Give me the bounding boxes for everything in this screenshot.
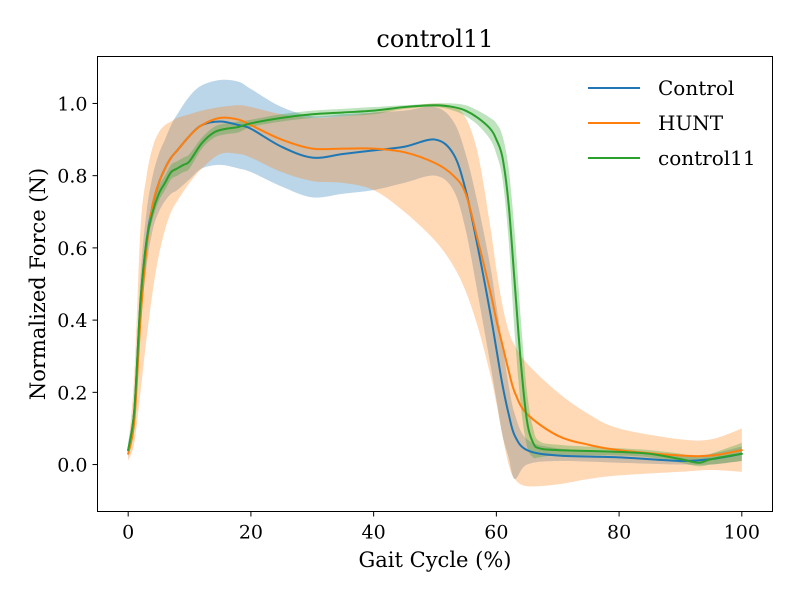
x-tick-label: 20 [239,522,263,544]
x-tick-label: 80 [607,522,631,544]
hunt-band [128,103,742,487]
control-band [128,79,742,480]
legend-label: Control [658,76,734,100]
x-axis-label: Gait Cycle (%) [359,548,512,572]
y-tick-label: 0.4 [57,310,87,332]
x-axis-ticks: 0 20 40 60 80 100 [122,511,760,544]
legend-label: control11 [658,146,756,170]
y-axis-label: Normalized Force (N) [26,168,50,400]
hunt-line [127,116,743,458]
control11-line [127,104,743,464]
legend-label: HUNT [658,111,724,135]
y-tick-label: 0.6 [57,238,87,260]
plot-frame [97,56,773,512]
x-tick-label: 40 [362,522,386,544]
series-lines [127,104,743,464]
x-tick-label: 0 [122,522,134,544]
confidence-bands [128,79,742,487]
y-tick-label: 0.2 [57,382,87,404]
y-tick-label: 0.8 [57,166,87,188]
chart-title: control11 [376,25,493,53]
y-axis-ticks: 0.0 0.2 0.4 0.6 0.8 1.0 [57,93,98,477]
y-tick-label: 0.0 [57,455,87,477]
x-tick-label: 60 [484,522,508,544]
x-tick-label: 100 [724,522,760,544]
y-tick-label: 1.0 [57,93,87,115]
legend: Control HUNT control11 [588,76,756,170]
